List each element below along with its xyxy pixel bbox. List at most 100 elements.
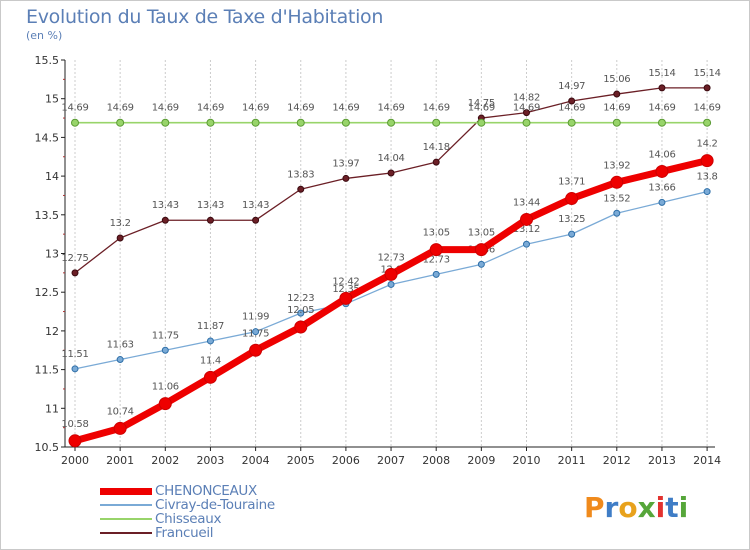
logo-letter: r <box>604 491 619 524</box>
data-label-francueil: 15.14 <box>648 68 675 79</box>
y-tick-label: 15.5 <box>35 54 60 67</box>
data-label-chenonceaux: 13.92 <box>603 160 630 171</box>
legend-label-francueil: Francueil <box>155 525 214 541</box>
data-label-francueil: 13.2 <box>110 218 131 229</box>
y-tick-label: 12.5 <box>35 286 60 299</box>
data-label-chenonceaux: 12.42 <box>332 276 359 287</box>
data-point-civray-de-touraine <box>252 328 260 336</box>
data-label-francueil: 12.75 <box>61 253 88 264</box>
x-tick-label: 2014 <box>693 454 721 467</box>
data-label-chenonceaux: 10.74 <box>107 406 134 417</box>
data-point-chisseaux <box>432 118 441 127</box>
x-tick-label: 2004 <box>242 454 270 467</box>
legend-label-chenonceaux: CHENONCEAUX <box>155 483 257 499</box>
data-label-chisseaux: 14.69 <box>332 103 359 114</box>
legend-swatch-francueil <box>100 532 152 534</box>
data-point-chenonceaux <box>249 343 263 357</box>
data-point-francueil <box>206 216 214 224</box>
data-point-civray-de-touraine <box>71 365 79 373</box>
legend-item-chisseaux: Chisseaux <box>100 511 360 527</box>
proxiti-logo: Proxiti <box>584 491 688 524</box>
y-tick-label: 10.5 <box>35 441 60 454</box>
legend-label-civray: Civray-de-Touraine <box>155 497 275 513</box>
x-tick-label: 2008 <box>422 454 450 467</box>
x-tick-label: 2009 <box>467 454 495 467</box>
data-point-chenonceaux <box>429 243 443 257</box>
data-label-civray-de-touraine: 13.12 <box>513 224 540 235</box>
data-label-chisseaux: 14.69 <box>423 103 450 114</box>
x-tick-label: 2006 <box>332 454 360 467</box>
data-point-chisseaux <box>206 118 215 127</box>
data-point-chisseaux <box>116 118 125 127</box>
data-label-civray-de-touraine: 11.75 <box>152 330 179 341</box>
legend-item-civray: Civray-de-Touraine <box>100 497 360 513</box>
data-label-civray-de-touraine: 13.66 <box>648 182 675 193</box>
x-tick-label: 2005 <box>287 454 315 467</box>
x-tick-label: 2010 <box>513 454 541 467</box>
data-point-chenonceaux <box>520 212 533 226</box>
legend-swatch-chenonceaux <box>100 488 152 495</box>
legend-swatch-chisseaux <box>100 518 152 520</box>
data-point-civray-de-touraine <box>161 346 169 354</box>
data-label-francueil: 15.06 <box>603 74 630 85</box>
x-tick-label: 2007 <box>377 454 405 467</box>
data-label-chenonceaux: 11.4 <box>200 355 221 366</box>
data-label-chenonceaux: 14.2 <box>697 139 718 150</box>
data-point-chenonceaux <box>384 267 398 281</box>
x-tick-label: 2012 <box>603 454 631 467</box>
data-label-chisseaux: 14.69 <box>603 103 630 114</box>
data-label-chenonceaux: 14.06 <box>648 149 675 160</box>
data-point-francueil <box>71 269 79 277</box>
data-point-chenonceaux <box>610 175 624 189</box>
data-label-chenonceaux: 13.05 <box>468 228 495 239</box>
data-point-chisseaux <box>341 118 350 127</box>
data-label-chisseaux: 14.69 <box>468 103 495 114</box>
data-label-chisseaux: 14.69 <box>61 103 88 114</box>
data-label-francueil: 15.14 <box>694 68 721 79</box>
data-point-francueil <box>161 216 169 224</box>
data-label-civray-de-touraine: 11.87 <box>197 321 224 332</box>
data-point-francueil <box>342 174 350 182</box>
x-tick-label: 2001 <box>106 454 134 467</box>
data-label-civray-de-touraine: 13.52 <box>603 193 630 204</box>
data-label-chisseaux: 14.69 <box>694 103 721 114</box>
data-point-francueil <box>432 158 440 166</box>
data-label-francueil: 13.43 <box>242 200 269 211</box>
logo-letter: x <box>637 491 656 524</box>
data-label-chisseaux: 14.69 <box>242 103 269 114</box>
y-tick-label: 13.5 <box>35 209 60 222</box>
data-point-chenonceaux <box>294 320 308 334</box>
data-point-chisseaux <box>296 118 305 127</box>
data-label-chenonceaux: 12.73 <box>377 252 404 263</box>
y-tick-label: 14 <box>45 170 59 183</box>
y-tick-label: 11 <box>45 402 59 415</box>
data-point-francueil <box>613 90 621 98</box>
x-tick-label: 2000 <box>61 454 89 467</box>
data-label-civray-de-touraine: 11.63 <box>107 340 134 351</box>
data-point-francueil <box>297 185 305 193</box>
data-point-chisseaux <box>477 118 486 127</box>
data-label-chisseaux: 14.69 <box>513 103 540 114</box>
data-point-francueil <box>387 169 395 177</box>
data-point-chenonceaux <box>68 434 82 448</box>
data-point-chisseaux <box>387 118 396 127</box>
data-label-chenonceaux: 13.71 <box>558 177 585 188</box>
legend-item-francueil: Francueil <box>100 525 360 541</box>
legend-item-chenonceaux: CHENONCEAUX <box>100 483 360 499</box>
data-label-francueil: 13.43 <box>152 200 179 211</box>
logo-letter: o <box>618 491 638 524</box>
data-label-francueil: 14.82 <box>513 93 540 104</box>
data-point-civray-de-touraine <box>613 209 621 217</box>
x-tick-label: 2011 <box>558 454 586 467</box>
data-point-chisseaux <box>161 118 170 127</box>
data-point-civray-de-touraine <box>387 280 395 288</box>
chart-subtitle: (en %) <box>26 29 63 42</box>
data-point-chenonceaux <box>203 370 217 384</box>
data-point-civray-de-touraine <box>297 309 305 317</box>
logo-letter: P <box>584 491 605 524</box>
y-tick-label: 15 <box>45 93 59 106</box>
data-label-chisseaux: 14.69 <box>287 103 314 114</box>
data-point-chisseaux <box>251 118 260 127</box>
data-label-chenonceaux: 11.06 <box>152 382 179 393</box>
y-tick-label: 11.5 <box>35 364 60 377</box>
